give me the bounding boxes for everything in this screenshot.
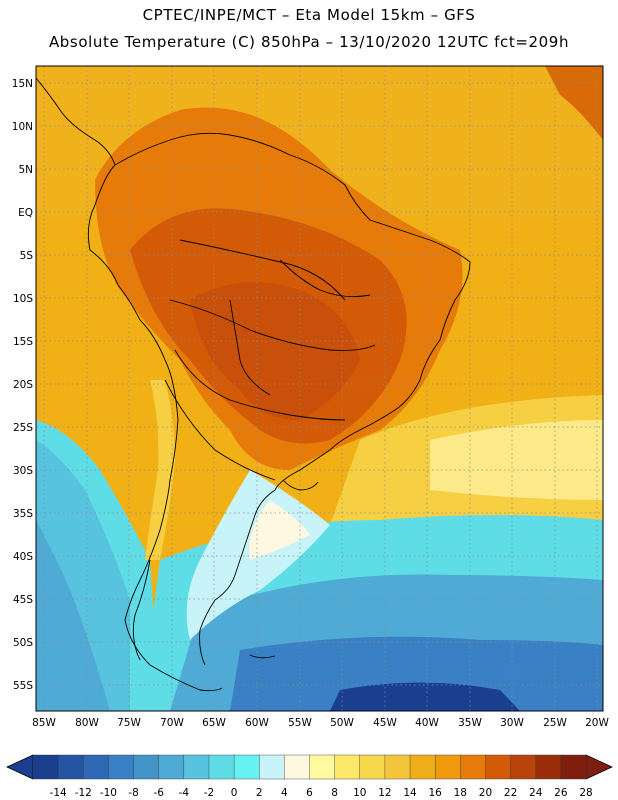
colorbar-swatch [57,754,84,780]
colorbar-swatch [460,754,486,780]
colorbar-swatch [108,754,135,780]
colorbar-swatch [133,754,160,780]
lon-label: 25W [543,717,567,729]
colorbar-swatch [183,754,210,780]
colorbar-label: 2 [256,787,263,799]
map-frame [35,65,604,712]
colorbar-label: 18 [454,787,467,799]
lat-label: 5S [20,250,34,262]
colorbar-label: 4 [281,787,288,799]
colorbar-swatch [32,754,59,780]
temperature-field [36,66,603,711]
colorbar-label: 22 [504,787,517,799]
lat-label: 35S [13,508,33,520]
lat-label: 20S [13,379,33,391]
latitude-axis: 15N 10N 5N EQ 5S 10S 15S 20S 25S 30S 35S… [12,78,34,692]
lon-label: 40W [415,717,439,729]
colorbar-label: 12 [378,787,391,799]
colorbar-label: 10 [353,787,366,799]
lon-label: 65W [202,717,226,729]
colorbar-label: 28 [579,787,592,799]
colorbar: -14 -12 -10 -8 -6 -4 -2 0 2 4 6 8 10 12 14 16 18 20 22 24 26… [6,754,613,799]
lon-label: 70W [160,717,184,729]
lat-label: 25S [13,422,33,434]
colorbar-swatch [83,754,109,780]
colorbar-swatch [409,754,436,780]
colorbar-label: 24 [529,787,543,799]
lon-label: 80W [75,717,99,729]
colorbar-label: -2 [204,787,214,799]
colorbar-swatch [158,754,185,780]
colorbar-swatch [560,754,587,780]
colorbar-swatch [334,754,361,780]
colorbar-label: 20 [479,787,492,799]
lon-label: 85W [32,717,56,729]
colorbar-label: -12 [75,787,92,799]
lat-label: 5N [18,164,33,176]
colorbar-swatch [485,754,512,780]
lat-label: 50S [13,637,33,649]
colorbar-label: 6 [306,787,313,799]
lon-label: 55W [288,717,312,729]
map-title-line-2: Absolute Temperature (C) 850hPa – 13/10/… [48,33,570,51]
colorbar-swatch [208,754,235,780]
colorbar-swatch [510,754,537,780]
colorbar-label: 8 [331,787,338,799]
lat-label: EQ [18,207,33,219]
lat-label: 30S [13,465,33,477]
colorbar-swatch [259,754,285,780]
colorbar-label: 26 [554,787,568,799]
colorbar-high-arrow [585,754,613,780]
lat-label: 45S [13,594,33,606]
lat-label: 15S [13,336,33,348]
colorbar-label: 16 [428,787,442,799]
map-title-line-1: CPTEC/INPE/MCT – Eta Model 15km – GFS [142,6,476,24]
lat-label: 10N [12,121,33,133]
colorbar-label: 14 [403,787,417,799]
longitude-axis: 85W 80W 75W 70W 65W 60W 55W 50W 45W 40W … [32,717,609,729]
colorbar-swatch [535,754,562,780]
colorbar-swatch [384,754,411,780]
colorbar-low-arrow [6,754,34,780]
lat-label: 40S [13,551,33,563]
lat-label: 10S [13,293,33,305]
colorbar-label: 0 [231,787,238,799]
lon-label: 60W [245,717,269,729]
colorbar-label: -10 [100,787,117,799]
coastlines [36,77,471,692]
colorbar-label: -8 [128,787,138,799]
lon-label: 75W [117,717,141,729]
colorbar-swatch [309,754,336,780]
lon-label: 20W [585,717,609,729]
colorbar-label: -4 [179,787,190,799]
lat-label: 55S [13,680,33,692]
colorbar-swatch [284,754,311,780]
lat-label: 15N [12,78,33,90]
colorbar-swatch [359,754,386,780]
colorbar-label: -6 [153,787,164,799]
lon-label: 45W [373,717,397,729]
graticule [36,66,603,711]
lon-label: 30W [500,717,524,729]
colorbar-label: -14 [50,787,67,799]
colorbar-swatch [434,754,461,780]
lon-label: 50W [330,717,354,729]
lon-label: 35W [458,717,482,729]
colorbar-swatch [233,754,260,780]
